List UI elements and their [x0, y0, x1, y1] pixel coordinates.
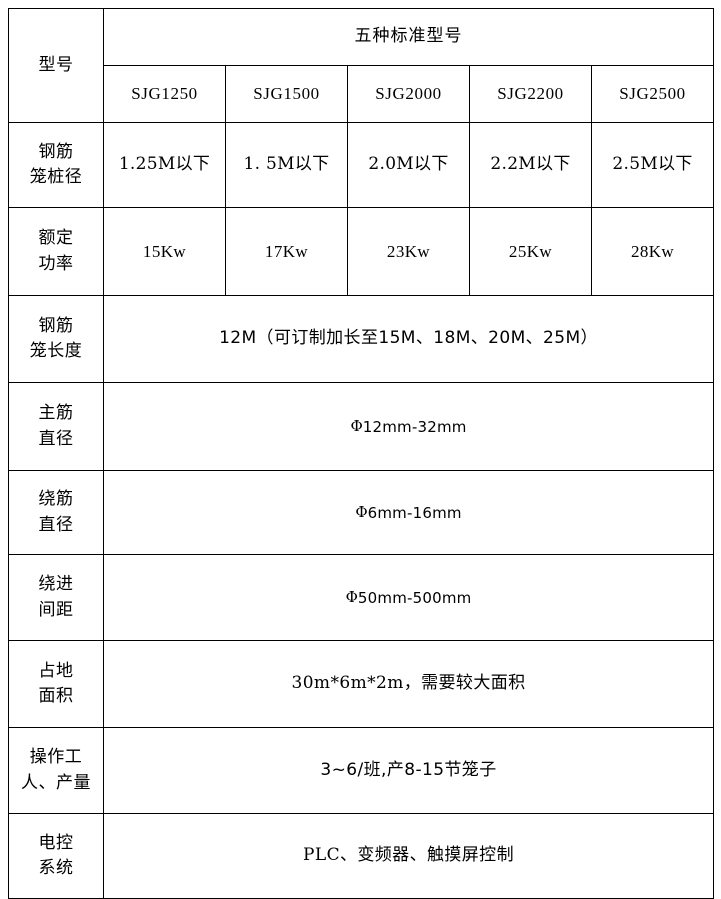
value-cell-diameter-2: 1. 5M以下	[225, 122, 348, 208]
row-label-model: 型号	[8, 8, 104, 123]
row-label-line-1: 额定	[38, 228, 74, 248]
row-label-line-1: 绕进	[38, 574, 74, 594]
table-row-model-codes: SJG1250 SJG1500 SJG2000 SJG2200 SJG2500	[9, 65, 715, 123]
table-row-operators-output: 操作工 人、产量 3~6/班,产8-15节笼子	[8, 727, 715, 814]
row-label-line-2: 笼桩径	[29, 167, 83, 187]
row-label-footprint-area: 占地 面积	[8, 640, 104, 728]
table-row-main-bar-diameter: 主筋 直径 Φ12mm-32mm	[8, 382, 715, 471]
value-cell-footprint-area: 30m*6m*2m，需要较大面积	[102, 640, 715, 728]
row-label-cage-pile-diameter: 钢筋 笼桩径	[8, 122, 104, 208]
row-label-line-1: 钢筋	[38, 141, 74, 162]
row-label-line-1: 钢筋	[38, 315, 74, 336]
row-label-main-bar-diameter: 主筋 直径	[8, 382, 104, 471]
row-label-line-2: 间距	[38, 599, 74, 620]
row-label-line-2: 功率	[38, 253, 74, 274]
model-code-cell-5: SJG2500	[590, 65, 715, 123]
row-label-rated-power: 额定 功率	[8, 207, 104, 296]
row-label-line-1: 绕筋	[38, 489, 74, 509]
phi-symbol-icon: Φ	[355, 502, 368, 521]
value-cell-power-1: 15Kw	[103, 207, 226, 296]
value-cell-power-5: 28Kw	[590, 207, 715, 296]
row-label-line-1: 操作工	[29, 747, 83, 767]
document-page: 型号 五种标准型号 SJG1250 SJG1500 SJG2000 SJG220…	[8, 8, 715, 899]
value-text-main-bar-diameter: 12mm-32mm	[362, 417, 467, 436]
table-row-winding-bar-diameter: 绕筋 直径 Φ6mm-16mm	[8, 470, 715, 555]
value-cell-winding-bar-diameter: Φ6mm-16mm	[102, 470, 715, 555]
value-cell-cage-length: 12M（可订制加长至15M、18M、20M、25M）	[102, 295, 715, 383]
value-cell-electrical-control-system: PLC、变频器、触摸屏控制	[102, 813, 715, 899]
row-label-line-2: 系统	[38, 858, 74, 878]
row-label-line-2: 直径	[38, 514, 74, 535]
model-code-cell-1: SJG1250	[103, 65, 226, 123]
table-row-winding-pitch: 绕进 间距 Φ50mm-500mm	[8, 554, 715, 641]
phi-symbol-icon: Φ	[345, 587, 358, 606]
value-cell-operators-output: 3~6/班,产8-15节笼子	[102, 727, 715, 814]
table-row-header-title: 型号 五种标准型号	[8, 8, 715, 123]
row-label-line-1: 主筋	[38, 403, 74, 423]
table-row-cage-pile-diameter: 钢筋 笼桩径 1.25M以下 1. 5M以下 2.0M以下 2.2M以下 2.5…	[8, 122, 715, 208]
model-code-cell-2: SJG1500	[225, 65, 348, 123]
table-row-cage-length: 钢筋 笼长度 12M（可订制加长至15M、18M、20M、25M）	[8, 295, 715, 383]
value-cell-power-3: 23Kw	[347, 207, 470, 296]
row-label-electrical-control-system: 电控 系统	[8, 813, 104, 899]
specifications-table: 型号 五种标准型号 SJG1250 SJG1500 SJG2000 SJG220…	[8, 8, 715, 899]
row-label-line-1: 电控	[38, 832, 74, 853]
row-label-line-2: 面积	[38, 686, 74, 706]
value-cell-diameter-1: 1.25M以下	[103, 122, 226, 208]
model-code-cell-4: SJG2200	[469, 65, 592, 123]
row-label-winding-bar-diameter: 绕筋 直径	[8, 470, 104, 555]
table-row-footprint-area: 占地 面积 30m*6m*2m，需要较大面积	[8, 640, 715, 728]
table-row-electrical-control-system: 电控 系统 PLC、变频器、触摸屏控制	[8, 813, 715, 899]
row-label-line-2: 直径	[38, 428, 74, 449]
value-cell-diameter-4: 2.2M以下	[469, 122, 592, 208]
group-title-cell: 五种标准型号	[102, 8, 715, 66]
value-text-winding-pitch: 50mm-500mm	[357, 588, 472, 607]
row-label-line-2: 人、产量	[21, 772, 91, 793]
value-cell-diameter-3: 2.0M以下	[347, 122, 470, 208]
value-text-winding-bar-diameter: 6mm-16mm	[367, 503, 462, 522]
row-label-line-2: 笼长度	[29, 341, 83, 361]
value-cell-winding-pitch: Φ50mm-500mm	[102, 554, 715, 641]
row-label-line-1: 占地	[38, 660, 74, 681]
table-row-rated-power: 额定 功率 15Kw 17Kw 23Kw 25Kw 28Kw	[8, 207, 715, 296]
value-cell-diameter-5: 2.5M以下	[590, 122, 715, 208]
value-cell-main-bar-diameter: Φ12mm-32mm	[102, 382, 715, 471]
phi-symbol-icon: Φ	[350, 416, 363, 435]
row-label-winding-pitch: 绕进 间距	[8, 554, 104, 641]
row-label-operators-output: 操作工 人、产量	[8, 727, 104, 814]
value-cell-power-4: 25Kw	[469, 207, 592, 296]
row-label-cage-length: 钢筋 笼长度	[8, 295, 104, 383]
model-code-cell-3: SJG2000	[347, 65, 470, 123]
value-cell-power-2: 17Kw	[225, 207, 348, 296]
